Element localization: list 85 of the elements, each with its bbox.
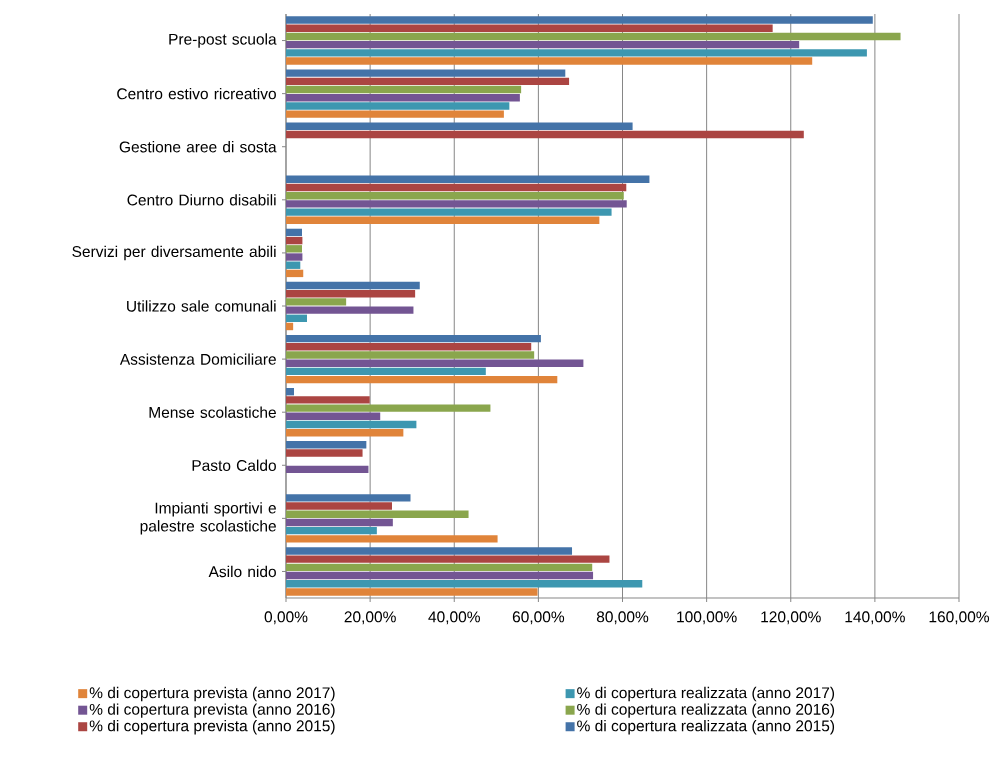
- bar: [286, 49, 867, 57]
- bar: [286, 175, 650, 184]
- bar: [286, 122, 633, 130]
- bar: [286, 16, 873, 24]
- x-tick-label: 160,00%: [929, 611, 990, 625]
- bar: [286, 563, 593, 572]
- bar: [286, 555, 610, 563]
- bar: [286, 359, 584, 367]
- bar: [286, 298, 347, 306]
- bar: [286, 375, 558, 384]
- bar: [286, 334, 541, 343]
- bar: [286, 57, 813, 65]
- bar: [286, 322, 294, 331]
- y-tick-label: Assistenza Domiciliare: [119, 353, 276, 365]
- bar: [286, 261, 301, 269]
- bar: [286, 580, 643, 588]
- x-tick-label: 100,00%: [677, 611, 737, 625]
- legend-label: % di copertura prevista (anno 2015): [89, 719, 335, 735]
- x-tick-label: 140,00%: [845, 611, 905, 625]
- y-tick-label: Centro Diurno disabili: [127, 194, 276, 206]
- bar: [286, 535, 498, 543]
- bar: [286, 518, 393, 527]
- bar: [286, 110, 504, 118]
- bar: [286, 130, 804, 139]
- bar: [286, 236, 303, 245]
- bar: [286, 547, 573, 555]
- bar: [286, 245, 302, 253]
- y-tick-label: Utilizzo sale comunali: [127, 300, 276, 312]
- bar: [286, 102, 510, 110]
- bar: [286, 228, 302, 237]
- bar: [286, 269, 304, 278]
- legend-label: % di copertura prevista (anno 2017): [89, 686, 335, 702]
- bar: [286, 588, 538, 596]
- y-tick-label: Gestione aree di sosta: [119, 141, 277, 153]
- bar: [286, 387, 294, 396]
- bar: [286, 343, 532, 351]
- y-tick-label: Pasto Caldo: [192, 459, 276, 471]
- y-tick-label: Servizi per diversamente abili: [72, 245, 276, 261]
- bar: [286, 494, 411, 502]
- bar: [286, 290, 416, 298]
- bar: [286, 216, 600, 225]
- bar: [286, 526, 377, 535]
- bar: [286, 510, 469, 518]
- bar: [286, 404, 491, 412]
- bar: [286, 420, 417, 429]
- legend-label: % di copertura prevista (anno 2016): [89, 703, 335, 718]
- bar: [286, 428, 404, 437]
- x-tick-label: 120,00%: [761, 611, 821, 625]
- bar: [286, 208, 612, 216]
- x-tick-label: 80,00%: [596, 611, 649, 625]
- bar: [286, 200, 627, 208]
- bar: [286, 85, 522, 94]
- bar: [286, 94, 520, 102]
- bar: [286, 502, 392, 510]
- bar: [286, 571, 594, 580]
- x-tick-label: 40,00%: [428, 611, 480, 625]
- legend-label: % di copertura realizzata (anno 2017): [577, 686, 835, 702]
- y-tick-label: Mense scolastiche: [149, 406, 276, 418]
- bar: [286, 449, 363, 457]
- bar: [286, 32, 901, 41]
- bar: [286, 412, 381, 420]
- x-tick-label: 0,00%: [264, 611, 308, 625]
- bar: [286, 24, 773, 32]
- bar: [286, 314, 308, 322]
- legend-label: % di copertura realizzata (anno 2015): [577, 719, 835, 735]
- bar: [286, 40, 800, 49]
- bar: [286, 183, 627, 192]
- bar: [286, 192, 624, 200]
- bar: [286, 441, 367, 449]
- y-tick-label: Asilo nido: [208, 565, 276, 578]
- bar: [286, 69, 566, 77]
- y-tick-label: Centro estivo ricreativo: [117, 87, 276, 100]
- bar: [286, 367, 486, 376]
- bar: [286, 351, 535, 359]
- legend-label: % di copertura realizzata (anno 2016): [577, 703, 835, 718]
- bar: [286, 281, 420, 290]
- bar: [286, 396, 370, 404]
- bar: [286, 253, 303, 261]
- y-tick-label: Pre-post scuola: [169, 33, 277, 48]
- bar: [286, 465, 369, 474]
- x-tick-label: 60,00%: [512, 611, 565, 625]
- bar: [286, 77, 570, 86]
- x-tick-label: 20,00%: [344, 611, 396, 625]
- y-tick-label: Impianti sportivi e palestre scolastiche: [140, 502, 276, 535]
- bar: [286, 306, 414, 314]
